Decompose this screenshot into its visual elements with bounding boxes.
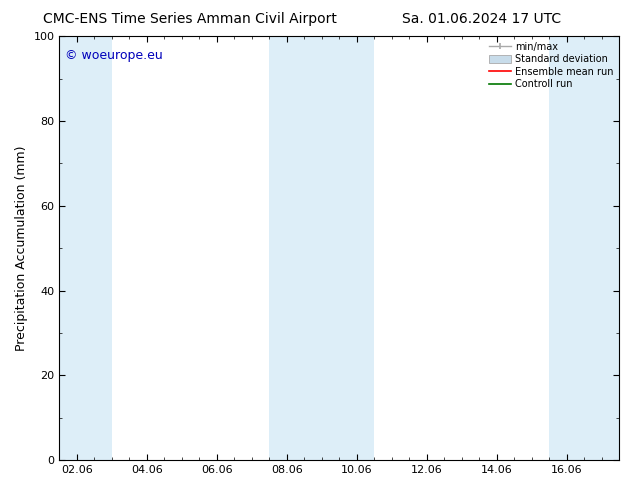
Bar — [549, 36, 619, 460]
Text: Sa. 01.06.2024 17 UTC: Sa. 01.06.2024 17 UTC — [403, 12, 561, 26]
Y-axis label: Precipitation Accumulation (mm): Precipitation Accumulation (mm) — [15, 146, 28, 351]
Bar — [269, 36, 374, 460]
Bar — [60, 36, 112, 460]
Text: © woeurope.eu: © woeurope.eu — [65, 49, 163, 62]
Legend: min/max, Standard deviation, Ensemble mean run, Controll run: min/max, Standard deviation, Ensemble me… — [486, 39, 616, 92]
Text: CMC-ENS Time Series Amman Civil Airport: CMC-ENS Time Series Amman Civil Airport — [43, 12, 337, 26]
